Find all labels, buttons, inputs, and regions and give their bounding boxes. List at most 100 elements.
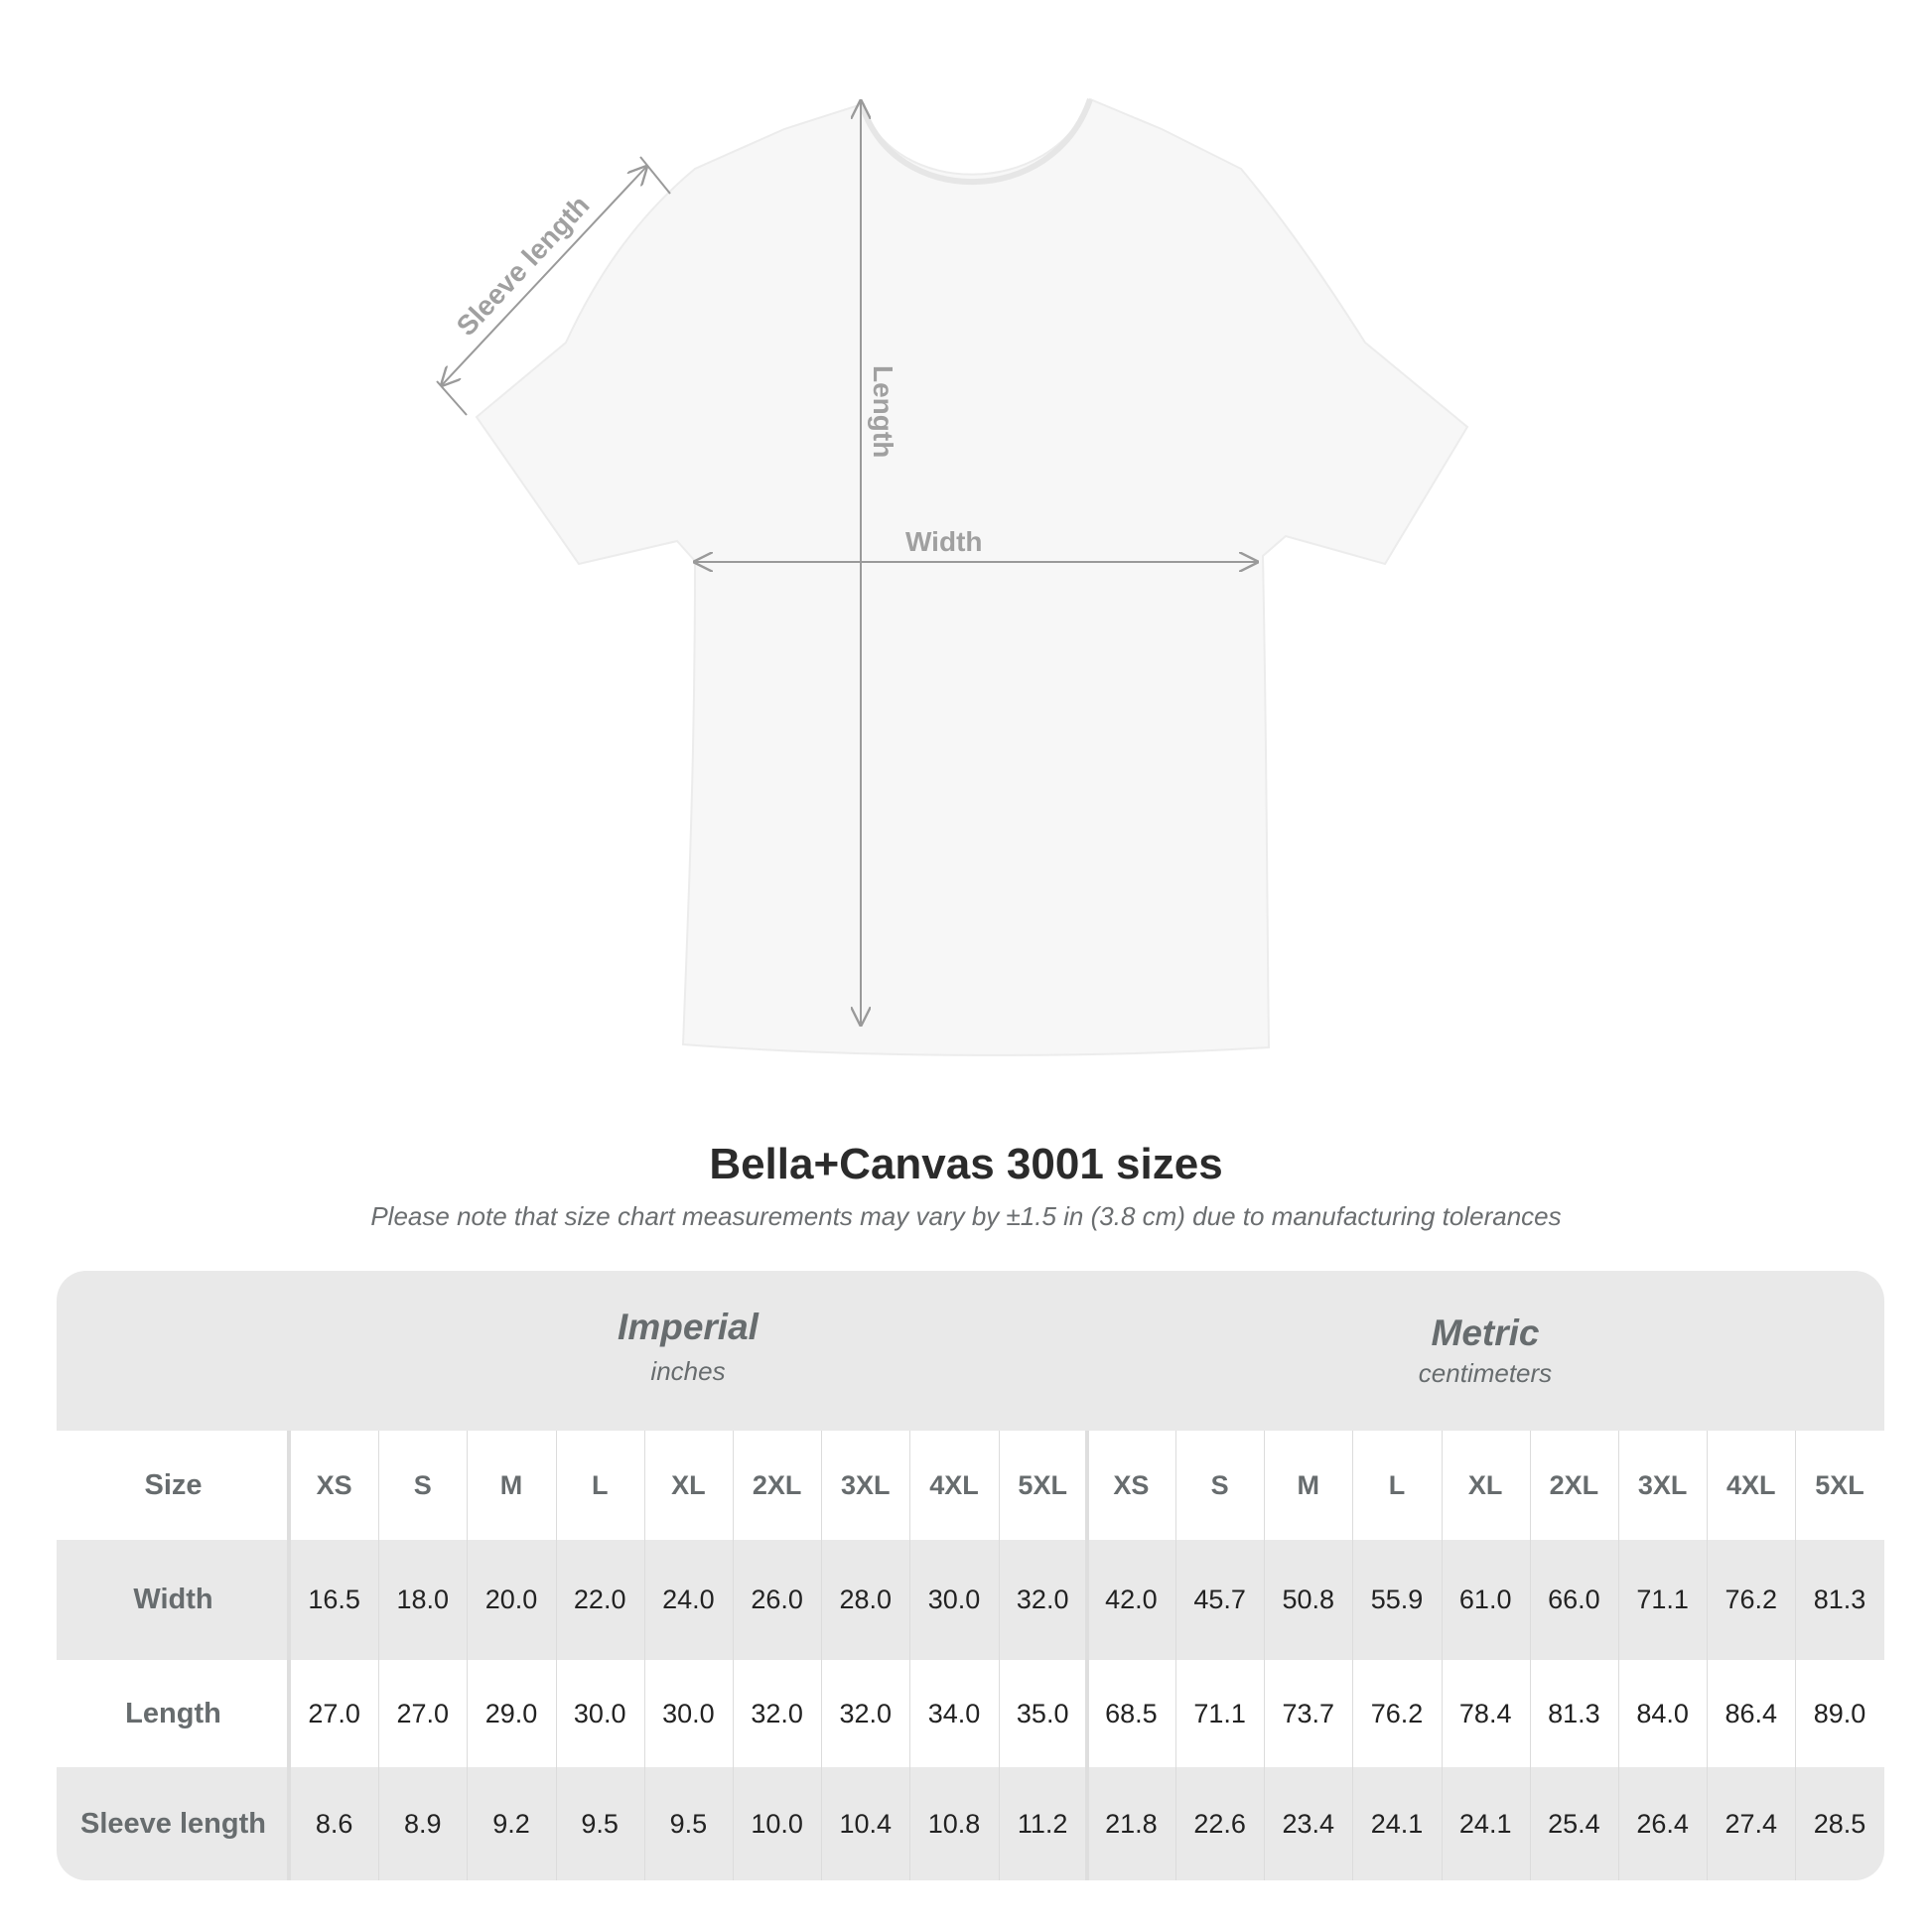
metric-value-cell: 21.8	[1105, 1808, 1158, 1839]
tolerance-note: Please note that size chart measurements…	[370, 1201, 1562, 1231]
size-column-header: 3XL	[841, 1469, 891, 1500]
row-label: Sleeve length	[80, 1807, 266, 1840]
size-header: Size	[144, 1468, 203, 1501]
size-column-header: 2XL	[1549, 1469, 1599, 1500]
imperial-value-cell: 11.2	[1017, 1808, 1068, 1839]
column-divider	[733, 1431, 734, 1880]
imperial-value-cell: 24.0	[662, 1585, 715, 1614]
metric-value-cell: 81.3	[1813, 1585, 1866, 1614]
imperial-value-cell: 10.0	[751, 1808, 803, 1839]
metric-value-cell: 24.1	[1458, 1808, 1512, 1839]
metric-value-cell: 22.6	[1193, 1808, 1246, 1839]
imperial-value-cell: 8.9	[404, 1808, 442, 1839]
width-label: Width	[905, 526, 983, 557]
column-divider	[378, 1431, 380, 1880]
metric-unit: centimeters	[1418, 1358, 1553, 1388]
imperial-value-cell: 26.0	[751, 1585, 803, 1614]
metric-value-cell: 50.8	[1282, 1585, 1335, 1614]
size-column-header: L	[591, 1469, 609, 1500]
metric-value-cell: 76.2	[1370, 1698, 1424, 1728]
column-divider	[1795, 1431, 1797, 1880]
imperial-heading: Imperial	[618, 1307, 759, 1347]
imperial-value-cell: 27.0	[396, 1698, 450, 1728]
size-column-header: XS	[316, 1469, 352, 1500]
imperial-value-cell: 9.5	[669, 1808, 708, 1839]
metric-value-cell: 61.0	[1458, 1585, 1512, 1614]
column-divider	[643, 1431, 645, 1880]
column-divider	[1084, 1431, 1089, 1880]
imperial-value-cell: 30.0	[662, 1698, 715, 1728]
row-label: Length	[125, 1697, 221, 1729]
column-divider	[1618, 1431, 1619, 1880]
imperial-value-cell: 9.2	[492, 1808, 530, 1839]
metric-value-cell: 89.0	[1813, 1698, 1866, 1728]
metric-value-cell: 55.9	[1370, 1585, 1424, 1614]
column-divider	[909, 1431, 911, 1880]
imperial-value-cell: 34.0	[927, 1698, 981, 1728]
imperial-value-cell: 20.0	[484, 1585, 538, 1614]
size-column-header: S	[1210, 1469, 1229, 1500]
imperial-value-cell: 27.0	[308, 1698, 360, 1728]
metric-header: Metric centimeters	[1086, 1271, 1884, 1431]
imperial-value-cell: 10.4	[839, 1808, 893, 1839]
size-column-header: 4XL	[1726, 1469, 1776, 1500]
column-divider	[1441, 1431, 1443, 1880]
metric-value-cell: 78.4	[1458, 1698, 1512, 1728]
imperial-unit: inches	[650, 1356, 726, 1386]
metric-value-cell: 42.0	[1105, 1585, 1158, 1614]
size-column-header: M	[1297, 1469, 1320, 1500]
metric-value-cell: 76.2	[1725, 1585, 1778, 1614]
metric-value-cell: 86.4	[1725, 1698, 1778, 1728]
metric-value-cell: 68.5	[1105, 1698, 1158, 1728]
imperial-value-cell: 22.0	[573, 1585, 626, 1614]
imperial-value-cell: 28.0	[839, 1585, 893, 1614]
imperial-value-cell: 32.0	[839, 1698, 893, 1728]
metric-value-cell: 23.4	[1282, 1808, 1335, 1839]
column-divider	[821, 1431, 823, 1880]
size-column-header: 3XL	[1637, 1469, 1688, 1500]
imperial-value-cell: 10.8	[927, 1808, 981, 1839]
imperial-value-cell: 29.0	[484, 1698, 538, 1728]
imperial-value-cell: 35.0	[1016, 1698, 1069, 1728]
page-title: Bella+Canvas 3001 sizes	[709, 1140, 1223, 1188]
metric-value-cell: 84.0	[1636, 1698, 1689, 1728]
metric-value-cell: 26.4	[1636, 1808, 1689, 1839]
size-table: Imperial inches Metric centimeters Size X…	[57, 1271, 1884, 1880]
size-column-header: M	[499, 1469, 523, 1500]
sleeve-length-label: Sleeve length	[451, 190, 596, 342]
column-divider	[287, 1431, 291, 1880]
imperial-value-cell: 32.0	[1016, 1585, 1069, 1614]
tshirt-diagram: Sleeve length Length Width	[436, 97, 1469, 1056]
imperial-value-cell: 16.5	[308, 1585, 360, 1614]
imperial-value-cell: 9.5	[581, 1808, 619, 1839]
row-label: Width	[133, 1584, 213, 1615]
tshirt-shape	[475, 97, 1469, 1056]
size-column-header: XS	[1113, 1469, 1150, 1500]
metric-heading: Metric	[1431, 1312, 1540, 1353]
column-divider	[998, 1431, 1000, 1880]
metric-value-cell: 25.4	[1548, 1808, 1600, 1839]
sleeve-measure-line	[442, 167, 646, 385]
column-divider	[1352, 1431, 1354, 1880]
size-column-header: S	[413, 1469, 432, 1500]
imperial-value-cell: 30.0	[927, 1585, 981, 1614]
column-divider	[1529, 1431, 1531, 1880]
size-column-header: XL	[671, 1469, 706, 1500]
metric-value-cell: 81.3	[1548, 1698, 1600, 1728]
column-divider	[555, 1431, 557, 1880]
column-divider	[1707, 1431, 1709, 1880]
metric-value-cell: 24.1	[1370, 1808, 1424, 1839]
column-divider	[1175, 1431, 1176, 1880]
imperial-value-cell: 8.6	[315, 1808, 353, 1839]
imperial-value-cell: 32.0	[751, 1698, 803, 1728]
size-column-header: XL	[1467, 1469, 1503, 1500]
imperial-value-cell: 30.0	[573, 1698, 626, 1728]
metric-value-cell: 71.1	[1193, 1698, 1246, 1728]
imperial-value-cell: 18.0	[396, 1585, 450, 1614]
column-divider	[467, 1431, 469, 1880]
metric-value-cell: 66.0	[1548, 1585, 1600, 1614]
metric-value-cell: 27.4	[1725, 1808, 1778, 1839]
metric-value-cell: 73.7	[1282, 1698, 1335, 1728]
size-column-header: 4XL	[929, 1469, 979, 1500]
metric-value-cell: 28.5	[1813, 1808, 1866, 1839]
